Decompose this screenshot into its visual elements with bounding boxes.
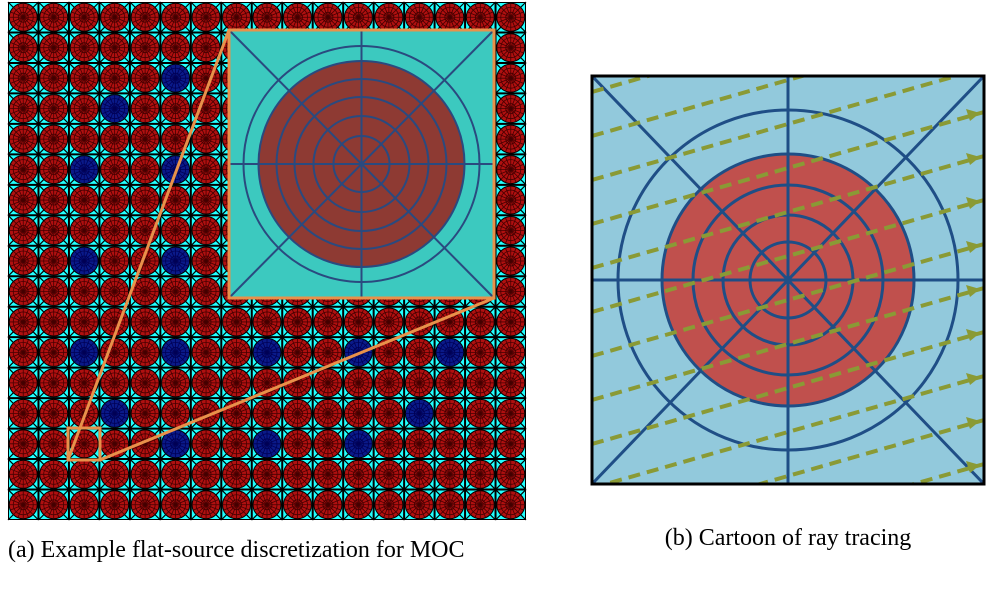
caption-b: (b) Cartoon of ray tracing — [592, 521, 984, 556]
pin-inset — [229, 30, 494, 298]
caption-a: (a) Example flat-source discretization f… — [8, 533, 548, 568]
ray — [592, 0, 984, 48]
ray-arrow — [966, 21, 980, 33]
ray-arrow — [966, 505, 980, 517]
figure-art — [0, 0, 992, 602]
ray-cartoon — [592, 0, 984, 602]
page: (a) Example flat-source discretization f… — [0, 0, 992, 602]
